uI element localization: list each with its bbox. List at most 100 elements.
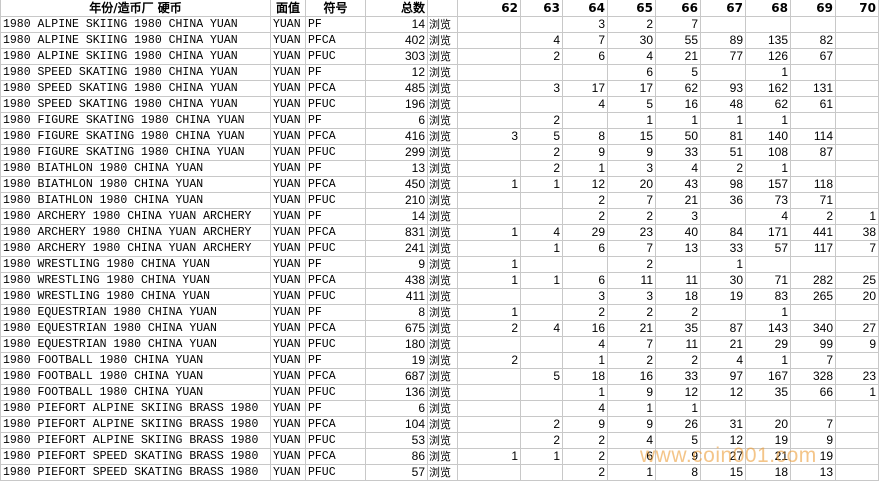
grade-count: 2 bbox=[520, 112, 563, 129]
column-header: 65 bbox=[607, 0, 656, 17]
grade-count bbox=[835, 432, 879, 449]
browse-link[interactable]: 浏览 bbox=[427, 240, 458, 257]
grade-count: 1 bbox=[745, 64, 791, 81]
grade-count: 2 bbox=[562, 208, 608, 225]
grade-count: 19 bbox=[790, 448, 836, 465]
browse-link[interactable]: 浏览 bbox=[427, 320, 458, 337]
grade-count: 1 bbox=[457, 304, 521, 321]
total-count: 14 bbox=[365, 16, 428, 33]
grade-count: 43 bbox=[655, 176, 701, 193]
grade-symbol: PFCA bbox=[305, 32, 366, 49]
grade-count bbox=[790, 16, 836, 33]
total-count: 136 bbox=[365, 384, 428, 401]
grade-symbol: PFCA bbox=[305, 176, 366, 193]
grade-count: 1 bbox=[457, 176, 521, 193]
browse-link[interactable]: 浏览 bbox=[427, 416, 458, 433]
grade-count: 3 bbox=[562, 16, 608, 33]
browse-link[interactable]: 浏览 bbox=[427, 64, 458, 81]
denomination: YUAN bbox=[270, 144, 306, 161]
total-count: 196 bbox=[365, 96, 428, 113]
browse-link[interactable]: 浏览 bbox=[427, 80, 458, 97]
denomination: YUAN bbox=[270, 64, 306, 81]
browse-link[interactable]: 浏览 bbox=[427, 144, 458, 161]
grade-count: 6 bbox=[562, 48, 608, 65]
grade-count: 3 bbox=[457, 128, 521, 145]
grade-count: 1 bbox=[457, 448, 521, 465]
browse-link[interactable]: 浏览 bbox=[427, 208, 458, 225]
browse-link[interactable]: 浏览 bbox=[427, 432, 458, 449]
browse-link[interactable]: 浏览 bbox=[427, 32, 458, 49]
grade-count bbox=[835, 160, 879, 177]
grade-count: 4 bbox=[655, 160, 701, 177]
grade-symbol: PFUC bbox=[305, 288, 366, 305]
browse-link[interactable]: 浏览 bbox=[427, 464, 458, 481]
grade-count: 9 bbox=[607, 416, 656, 433]
grade-count: 12 bbox=[700, 384, 746, 401]
grade-count: 5 bbox=[520, 368, 563, 385]
table-row: 1980 BIATHLON 1980 CHINA YUAN YUAN PF 13 浏览 2… bbox=[0, 160, 879, 177]
total-count: 485 bbox=[365, 80, 428, 97]
browse-link[interactable]: 浏览 bbox=[427, 400, 458, 417]
browse-link[interactable]: 浏览 bbox=[427, 112, 458, 129]
grade-count bbox=[520, 96, 563, 113]
browse-link[interactable]: 浏览 bbox=[427, 384, 458, 401]
grade-symbol: PF bbox=[305, 352, 366, 369]
browse-link[interactable]: 浏览 bbox=[427, 256, 458, 273]
browse-link[interactable]: 浏览 bbox=[427, 192, 458, 209]
browse-link[interactable]: 浏览 bbox=[427, 16, 458, 33]
total-count: 19 bbox=[365, 352, 428, 369]
browse-link[interactable]: 浏览 bbox=[427, 272, 458, 289]
browse-link[interactable]: 浏览 bbox=[427, 352, 458, 369]
grade-count: 9 bbox=[607, 384, 656, 401]
grade-count: 1 bbox=[520, 176, 563, 193]
grade-count: 1 bbox=[520, 448, 563, 465]
grade-count: 77 bbox=[700, 48, 746, 65]
grade-count: 1 bbox=[700, 112, 746, 129]
grade-count: 4 bbox=[700, 352, 746, 369]
grade-count bbox=[835, 96, 879, 113]
grade-count: 29 bbox=[745, 336, 791, 353]
browse-link[interactable]: 浏览 bbox=[427, 48, 458, 65]
grade-count: 2 bbox=[607, 304, 656, 321]
grade-symbol: PFCA bbox=[305, 416, 366, 433]
browse-link[interactable]: 浏览 bbox=[427, 448, 458, 465]
browse-link[interactable]: 浏览 bbox=[427, 176, 458, 193]
browse-link[interactable]: 浏览 bbox=[427, 336, 458, 353]
grade-count: 340 bbox=[790, 320, 836, 337]
denomination: YUAN bbox=[270, 272, 306, 289]
grade-count: 20 bbox=[745, 416, 791, 433]
browse-link[interactable]: 浏览 bbox=[427, 288, 458, 305]
grade-symbol: PFCA bbox=[305, 224, 366, 241]
grade-count: 12 bbox=[700, 432, 746, 449]
table-row: 1980 ALPINE SKIING 1980 CHINA YUAN YUAN PF… bbox=[0, 48, 879, 65]
table-row: 1980 PIEFORT ALPINE SKIING BRASS 1980 YUA… bbox=[0, 400, 879, 417]
grade-count: 87 bbox=[700, 320, 746, 337]
grade-count: 2 bbox=[607, 256, 656, 273]
grade-count: 2 bbox=[562, 464, 608, 481]
grade-count: 7 bbox=[562, 32, 608, 49]
grade-count: 1 bbox=[520, 272, 563, 289]
grade-count: 5 bbox=[520, 128, 563, 145]
grade-count: 89 bbox=[700, 32, 746, 49]
grade-count: 441 bbox=[790, 224, 836, 241]
grade-count: 1 bbox=[520, 240, 563, 257]
total-count: 416 bbox=[365, 128, 428, 145]
browse-link[interactable]: 浏览 bbox=[427, 368, 458, 385]
browse-link[interactable]: 浏览 bbox=[427, 128, 458, 145]
grade-count: 7 bbox=[655, 16, 701, 33]
grade-count: 33 bbox=[700, 240, 746, 257]
grade-count: 17 bbox=[562, 80, 608, 97]
grade-count: 1 bbox=[457, 224, 521, 241]
total-count: 104 bbox=[365, 416, 428, 433]
browse-link[interactable]: 浏览 bbox=[427, 224, 458, 241]
browse-link[interactable]: 浏览 bbox=[427, 160, 458, 177]
grade-count: 18 bbox=[562, 368, 608, 385]
coin-name: 1980 ARCHERY 1980 CHINA YUAN ARCHERY bbox=[0, 240, 271, 257]
browse-link[interactable]: 浏览 bbox=[427, 304, 458, 321]
browse-link[interactable]: 浏览 bbox=[427, 96, 458, 113]
coin-name: 1980 FOOTBALL 1980 CHINA YUAN bbox=[0, 368, 271, 385]
coin-name: 1980 FIGURE SKATING 1980 CHINA YUAN bbox=[0, 144, 271, 161]
grade-count bbox=[457, 240, 521, 257]
grade-count: 5 bbox=[607, 96, 656, 113]
table-row: 1980 WRESTLING 1980 CHINA YUAN YUAN PF 9 浏览 1… bbox=[0, 256, 879, 273]
